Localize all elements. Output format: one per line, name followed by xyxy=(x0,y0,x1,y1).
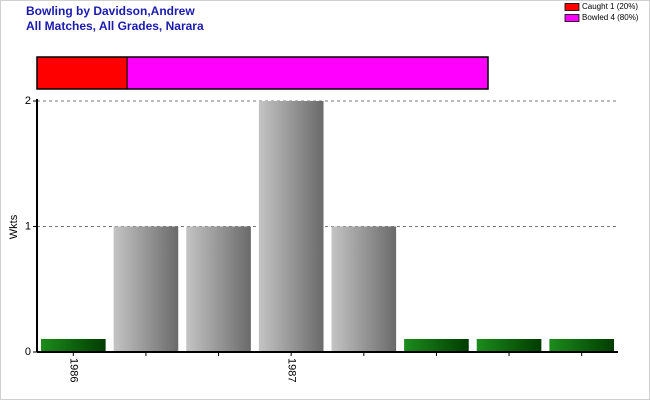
zero-bar xyxy=(41,339,106,352)
y-tick-label: 2 xyxy=(25,95,31,107)
x-tick-label: 1987 xyxy=(285,358,297,382)
breakdown-segment xyxy=(36,56,128,90)
zero-bar xyxy=(404,339,469,352)
chart-subtitle: All Matches, All Grades, Narara xyxy=(26,19,204,33)
bar xyxy=(113,226,179,352)
zero-bar xyxy=(549,339,614,352)
legend-swatch xyxy=(564,3,580,11)
y-tick-label: 0 xyxy=(25,346,31,358)
bar xyxy=(331,226,397,352)
zero-bar xyxy=(476,339,542,352)
bar xyxy=(186,226,251,352)
x-tick-label: 1986 xyxy=(67,358,79,382)
breakdown-segment xyxy=(126,56,489,90)
y-axis-label: Wkts xyxy=(8,214,20,239)
legend-swatch xyxy=(564,14,580,22)
chart-title: Bowling by Davidson,Andrew xyxy=(26,4,195,18)
bar xyxy=(258,101,324,352)
legend-label: Caught 1 (20%) xyxy=(582,2,638,11)
y-tick-label: 1 xyxy=(25,220,31,232)
legend-label: Bowled 4 (80%) xyxy=(582,13,639,22)
breakdown-border xyxy=(36,56,489,90)
